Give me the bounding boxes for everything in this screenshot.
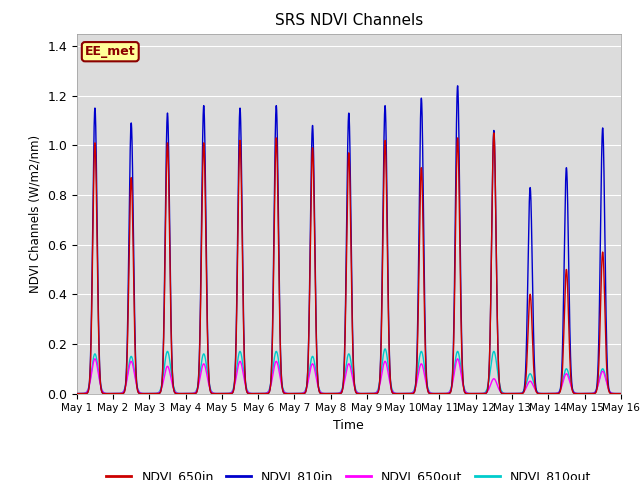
NDVI_650out: [189, 391, 197, 396]
Line: NDVI_810out: NDVI_810out: [77, 349, 621, 394]
NDVI_650in: [184, 391, 191, 396]
NDVI_810in: [189, 391, 197, 396]
NDVI_650in: [276, 349, 284, 355]
NDVI_810out: [73, 391, 81, 396]
NDVI_810in: [424, 387, 431, 393]
NDVI_650out: [615, 391, 623, 396]
NDVI_810in: [184, 391, 191, 396]
NDVI_650out: [91, 356, 99, 362]
NDVI_650out: [501, 391, 509, 396]
NDVI_810out: [184, 391, 191, 396]
NDVI_650in: [189, 391, 197, 396]
NDVI_810out: [501, 391, 509, 396]
X-axis label: Time: Time: [333, 419, 364, 432]
NDVI_650out: [617, 391, 625, 396]
NDVI_810out: [381, 346, 389, 352]
Legend: NDVI_650in, NDVI_810in, NDVI_650out, NDVI_810out: NDVI_650in, NDVI_810in, NDVI_650out, NDV…: [101, 465, 596, 480]
Line: NDVI_650out: NDVI_650out: [77, 359, 621, 394]
NDVI_810out: [615, 391, 623, 396]
NDVI_650out: [73, 391, 81, 396]
NDVI_810in: [276, 345, 284, 350]
NDVI_810out: [617, 391, 625, 396]
NDVI_810out: [189, 391, 197, 396]
NDVI_810in: [73, 391, 81, 396]
NDVI_810in: [501, 391, 509, 396]
NDVI_650in: [424, 388, 431, 394]
NDVI_810out: [276, 372, 284, 378]
Line: NDVI_810in: NDVI_810in: [77, 86, 621, 394]
NDVI_650in: [615, 391, 623, 396]
NDVI_650out: [276, 377, 284, 383]
NDVI_650in: [501, 391, 509, 396]
NDVI_650out: [184, 391, 191, 396]
NDVI_650in: [73, 391, 81, 396]
Line: NDVI_650in: NDVI_650in: [77, 133, 621, 394]
NDVI_810in: [454, 83, 461, 89]
NDVI_810in: [615, 391, 623, 396]
NDVI_650out: [424, 386, 431, 392]
NDVI_650in: [490, 130, 498, 136]
Y-axis label: NDVI Channels (W/m2/nm): NDVI Channels (W/m2/nm): [29, 134, 42, 293]
Text: EE_met: EE_met: [85, 45, 136, 58]
Title: SRS NDVI Channels: SRS NDVI Channels: [275, 13, 423, 28]
NDVI_810in: [617, 391, 625, 396]
NDVI_810out: [424, 385, 431, 391]
NDVI_650in: [617, 391, 625, 396]
